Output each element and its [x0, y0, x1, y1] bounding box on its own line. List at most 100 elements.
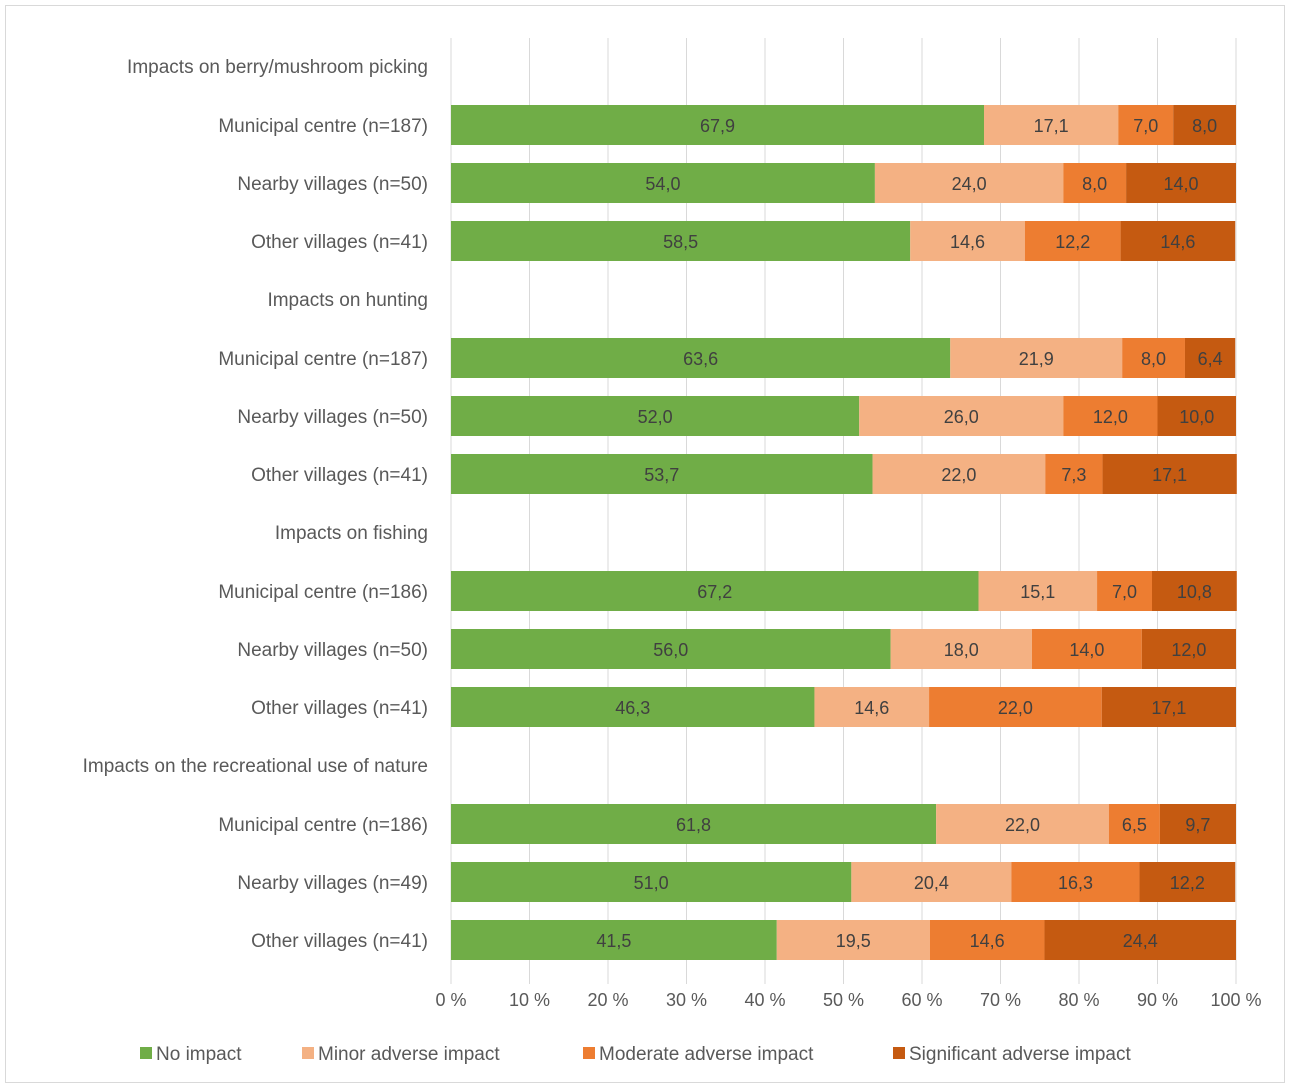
bar-segment	[1063, 163, 1127, 203]
bar-segment	[1011, 862, 1140, 902]
bar-segment	[451, 862, 852, 902]
category-label: Nearby villages (n=50)	[237, 407, 428, 428]
data-label: 21,9	[1019, 349, 1054, 369]
category-label: Other villages (n=41)	[251, 698, 428, 719]
data-label: 67,2	[697, 582, 732, 602]
bar-segment	[1045, 454, 1103, 494]
bar-segment	[1139, 862, 1236, 902]
bar-segment	[1120, 221, 1236, 261]
data-label: 58,5	[663, 232, 698, 252]
data-label: 8,0	[1082, 174, 1107, 194]
data-label: 20,4	[914, 873, 949, 893]
x-tick-label: 20 %	[587, 990, 628, 1010]
bar-segment	[929, 920, 1045, 960]
data-label: 16,3	[1058, 873, 1093, 893]
category-label: Other villages (n=41)	[251, 232, 428, 253]
data-label: 14,6	[950, 232, 985, 252]
legend-label: No impact	[156, 1044, 242, 1065]
bar-segment	[936, 804, 1109, 844]
bar-segment	[451, 804, 937, 844]
data-label: 17,1	[1151, 698, 1186, 718]
bar-segment	[451, 338, 951, 378]
data-label: 14,6	[1160, 232, 1195, 252]
category-label: Nearby villages (n=50)	[237, 174, 428, 195]
bar-segment	[451, 105, 985, 145]
data-label: 6,4	[1198, 349, 1223, 369]
data-label: 6,5	[1122, 815, 1147, 835]
category-label: Nearby villages (n=50)	[237, 640, 428, 661]
bar-segment	[1097, 571, 1153, 611]
group-label: Impacts on berry/mushroom picking	[127, 57, 428, 78]
data-label: 14,6	[854, 698, 889, 718]
legend-swatch	[583, 1047, 595, 1059]
data-label: 22,0	[1005, 815, 1040, 835]
category-label: Nearby villages (n=49)	[237, 873, 428, 894]
bar-segment	[1101, 687, 1236, 727]
data-label: 8,0	[1192, 116, 1217, 136]
bar-segment	[1152, 571, 1237, 611]
bar-segment	[872, 454, 1046, 494]
bar-segment	[929, 687, 1102, 727]
data-label: 52,0	[638, 407, 673, 427]
legend-swatch	[893, 1047, 905, 1059]
data-label: 10,0	[1179, 407, 1214, 427]
data-label: 12,0	[1171, 640, 1206, 660]
category-label: Other villages (n=41)	[251, 931, 428, 952]
bar-segment	[1141, 629, 1236, 669]
data-label: 22,0	[998, 698, 1033, 718]
data-label: 15,1	[1020, 582, 1055, 602]
legend-label: Moderate adverse impact	[599, 1044, 814, 1065]
bar-segment	[984, 105, 1119, 145]
data-label: 51,0	[634, 873, 669, 893]
bar-segment	[776, 920, 930, 960]
x-tick-label: 60 %	[901, 990, 942, 1010]
data-label: 12,2	[1055, 232, 1090, 252]
bar-segment	[451, 629, 891, 669]
category-label: Municipal centre (n=187)	[218, 116, 428, 137]
data-label: 46,3	[615, 698, 650, 718]
x-tick-label: 50 %	[823, 990, 864, 1010]
bar-segment	[890, 629, 1032, 669]
legend-label: Significant adverse impact	[909, 1044, 1131, 1065]
bar-segment	[1102, 454, 1237, 494]
bar-segment	[1184, 338, 1236, 378]
bar-segment	[814, 687, 930, 727]
bar-segment	[1126, 163, 1236, 203]
data-label: 8,0	[1141, 349, 1166, 369]
bar-segment	[978, 571, 1098, 611]
legend-swatch	[302, 1047, 314, 1059]
data-label: 54,0	[645, 174, 680, 194]
data-label: 7,0	[1112, 582, 1137, 602]
bar-segment	[1108, 804, 1160, 844]
x-tick-label: 0 %	[435, 990, 466, 1010]
data-label: 9,7	[1185, 815, 1210, 835]
data-label: 14,6	[970, 931, 1005, 951]
data-label: 53,7	[644, 465, 679, 485]
group-label: Impacts on the recreational use of natur…	[83, 756, 428, 777]
data-label: 7,3	[1061, 465, 1086, 485]
group-label: Impacts on fishing	[275, 523, 428, 544]
x-tick-label: 100 %	[1210, 990, 1261, 1010]
x-tick-label: 30 %	[666, 990, 707, 1010]
data-label: 14,0	[1069, 640, 1104, 660]
bar-segment	[859, 396, 1064, 436]
bar-segment	[950, 338, 1123, 378]
data-label: 67,9	[700, 116, 735, 136]
x-tick-label: 70 %	[980, 990, 1021, 1010]
bar-segment	[1122, 338, 1185, 378]
data-label: 56,0	[653, 640, 688, 660]
data-label: 14,0	[1164, 174, 1199, 194]
legend-swatch	[140, 1047, 152, 1059]
data-label: 17,1	[1152, 465, 1187, 485]
bar-segment	[1044, 920, 1236, 960]
data-label: 24,4	[1123, 931, 1158, 951]
bar-segment	[910, 221, 1025, 261]
category-label: Municipal centre (n=186)	[218, 582, 428, 603]
data-label: 41,5	[596, 931, 631, 951]
x-tick-label: 10 %	[509, 990, 550, 1010]
x-tick-label: 90 %	[1137, 990, 1178, 1010]
bar-segment	[451, 396, 860, 436]
bar-segment	[451, 221, 911, 261]
bar-segment	[1063, 396, 1158, 436]
